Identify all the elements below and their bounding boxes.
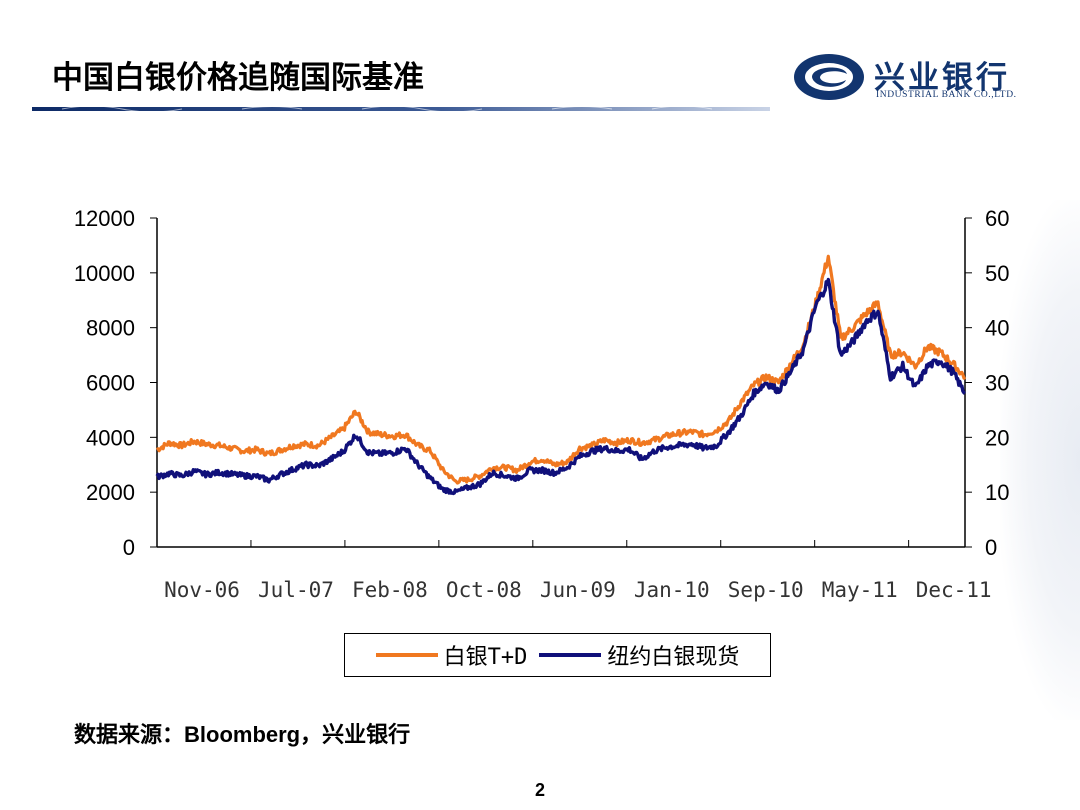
x-tick-label: Sep-10 [728, 578, 804, 602]
background-swoosh [1000, 200, 1080, 720]
y-left-tick-label: 0 [123, 535, 135, 560]
y-right-tick-label: 50 [985, 261, 1009, 286]
legend-item-tplusd: 白银T+D [375, 639, 528, 671]
legend-swatch-tplusd [375, 653, 438, 657]
legend-label-ny-spot: 纽约白银现货 [607, 645, 740, 670]
y-left-tick-label: 4000 [86, 425, 135, 450]
y-right-tick-label: 20 [985, 425, 1009, 450]
logo-chinese-name: 兴业银行 [874, 60, 1010, 96]
data-source-note: 数据来源：Bloomberg，兴业银行 [74, 722, 411, 747]
y-left-tick-label: 8000 [86, 316, 135, 341]
chart-legend: 白银T+D 纽约白银现货 [344, 633, 771, 677]
y-left-tick-label: 10000 [74, 261, 135, 286]
logo-emblem-icon [794, 54, 864, 100]
y-right-tick-label: 40 [985, 316, 1009, 341]
y-right-tick-label: 60 [985, 206, 1009, 231]
legend-label-tplusd: 白银T+D [443, 645, 528, 670]
y-left-tick-label: 2000 [86, 480, 135, 505]
series-line-tplusd [155, 254, 967, 485]
y-left-tick-label: 6000 [86, 371, 135, 396]
x-tick-label: Nov-06 [164, 578, 240, 602]
slide-title: 中国白银价格追随国际基准 [52, 60, 424, 96]
page-number: 2 [534, 780, 545, 800]
logo-english-name: INDUSTRIAL BANK CO.,LTD. [876, 90, 1017, 100]
x-tick-label: Dec-11 [916, 578, 992, 602]
x-tick-label: May-11 [822, 578, 898, 602]
x-tick-label: Jun-09 [540, 578, 616, 602]
company-logo: 兴业银行 INDUSTRIAL BANK CO.,LTD. [792, 50, 1042, 106]
y-right-tick-label: 30 [985, 371, 1009, 396]
legend-swatch-ny-spot [539, 653, 602, 657]
x-tick-label: Oct-08 [446, 578, 522, 602]
series-line-ny-spot [155, 277, 966, 496]
y-right-tick-label: 10 [985, 480, 1009, 505]
title-underline [32, 105, 770, 113]
y-left-tick-label: 12000 [74, 206, 135, 231]
silver-price-chart: 12000 10000 8000 6000 4000 2000 0 60 50 40 30 20 10 0… [74, 206, 1010, 602]
x-tick-label: Feb-08 [352, 578, 428, 602]
x-tick-label: Jul-07 [258, 578, 334, 602]
y-right-tick-label: 0 [985, 535, 997, 560]
x-tick-label: Jan-10 [634, 578, 710, 602]
legend-item-ny-spot: 纽约白银现货 [539, 639, 739, 671]
